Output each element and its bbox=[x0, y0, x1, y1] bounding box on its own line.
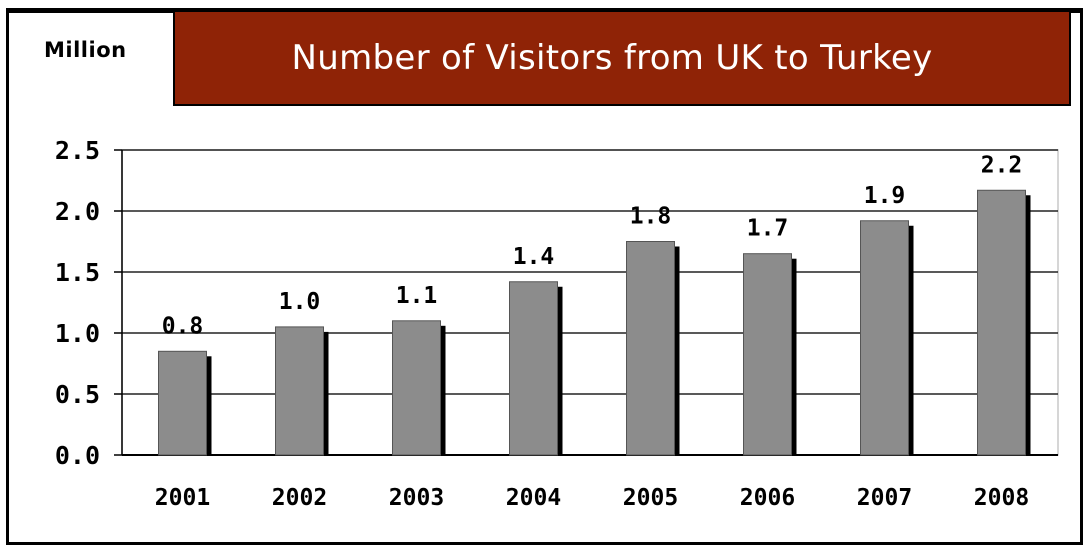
bar bbox=[509, 281, 558, 456]
chart-title: Number of Visitors from UK to Turkey bbox=[291, 38, 933, 78]
data-label: 1.4 bbox=[513, 244, 555, 270]
bar bbox=[392, 320, 441, 456]
y-tick-label: 1.5 bbox=[55, 258, 100, 287]
x-tick-label: 2005 bbox=[623, 485, 678, 511]
y-tick-label: 0.0 bbox=[55, 441, 100, 470]
data-label: 1.1 bbox=[396, 283, 438, 309]
plot-area bbox=[121, 149, 1059, 456]
x-tick-label: 2003 bbox=[389, 485, 444, 511]
x-tick-label: 2007 bbox=[857, 485, 912, 511]
bar bbox=[860, 220, 909, 456]
data-label: 1.7 bbox=[747, 216, 789, 242]
data-label: 1.9 bbox=[864, 183, 906, 209]
bar bbox=[977, 189, 1026, 456]
y-axis-unit-label: Million bbox=[44, 38, 127, 62]
bar bbox=[158, 350, 207, 456]
y-tick-label: 0.5 bbox=[55, 380, 100, 409]
y-tick-label: 1.0 bbox=[55, 319, 100, 348]
x-tick-label: 2004 bbox=[506, 485, 561, 511]
y-tick-label: 2.0 bbox=[55, 197, 100, 226]
y-tick-label: 2.5 bbox=[55, 136, 100, 165]
data-label: 0.8 bbox=[162, 313, 204, 339]
data-label: 1.0 bbox=[279, 289, 321, 315]
data-label: 1.8 bbox=[630, 204, 672, 230]
data-label: 2.2 bbox=[981, 152, 1023, 178]
bar bbox=[626, 241, 675, 456]
bar bbox=[743, 253, 792, 456]
x-tick-label: 2002 bbox=[272, 485, 327, 511]
x-tick-label: 2001 bbox=[155, 485, 210, 511]
x-tick-label: 2008 bbox=[974, 485, 1029, 511]
x-tick-label: 2006 bbox=[740, 485, 795, 511]
chart-title-banner: Number of Visitors from UK to Turkey bbox=[173, 10, 1071, 106]
bar bbox=[275, 326, 324, 456]
